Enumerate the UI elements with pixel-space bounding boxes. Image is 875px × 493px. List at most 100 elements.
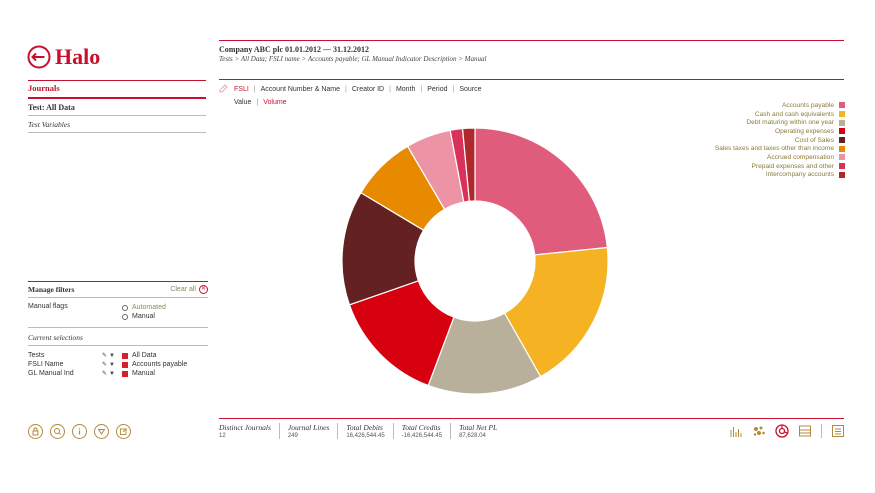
radio-automated[interactable]: Automated — [122, 303, 166, 312]
pie-slice-cash-and-cash-equivalents[interactable] — [503, 246, 609, 378]
tab-period[interactable]: Period — [427, 86, 448, 93]
stat-journal-lines: Journal Lines 249 — [287, 423, 339, 439]
radio-automated-label: Automated — [132, 304, 166, 311]
tab-creator-id[interactable]: Creator ID — [351, 86, 385, 93]
radio-manual[interactable]: Manual — [122, 312, 166, 321]
sidebar-item-test[interactable]: Test: All Data — [28, 99, 206, 116]
clear-all-button[interactable]: Clear all ✕ — [170, 285, 208, 294]
selection-value: Manual — [132, 370, 155, 377]
legend-item[interactable]: Cash and cash equivalents — [715, 110, 845, 119]
manage-filters-panel: Manage filters Clear all ✕ Manual flags … — [28, 281, 208, 378]
tab-separator: | — [420, 86, 423, 93]
stat-distinct-journals: Distinct Journals 12 — [219, 423, 280, 439]
legend-label: Sales taxes and taxes other than income — [714, 145, 834, 153]
selection-color-marker — [122, 361, 128, 368]
list-icon[interactable] — [831, 424, 845, 438]
legend-item[interactable]: Prepaid expenses and other — [715, 162, 845, 171]
legend-item[interactable]: Debt maturing within one year — [715, 118, 845, 127]
pie-slice-accounts-payable[interactable] — [474, 127, 608, 256]
chevron-down-icon[interactable]: ▼ — [109, 370, 115, 377]
bar-chart-icon[interactable] — [729, 424, 743, 438]
stat-value: -16,426,544.45 — [401, 433, 443, 439]
legend-item[interactable]: Accrued compensation — [715, 153, 845, 162]
legend-item[interactable]: Operating expenses — [715, 127, 845, 136]
edit-icon[interactable] — [116, 424, 131, 439]
tab-separator: | — [452, 86, 455, 93]
stat-label: Distinct Journals — [219, 423, 271, 432]
stat-label: Journal Lines — [287, 423, 330, 432]
stat-value: 249 — [287, 433, 298, 439]
scatter-icon[interactable] — [752, 424, 766, 438]
pencil-icon[interactable]: ✎ — [102, 362, 108, 368]
legend-swatch — [839, 119, 845, 126]
lock-icon[interactable] — [28, 424, 43, 439]
stat-total-credits: Total Credits -16,426,544.45 — [401, 423, 452, 439]
tab-volume[interactable]: Volume — [263, 99, 287, 106]
legend-label: Accounts payable — [781, 101, 834, 109]
selection-row: GL Manual Ind ✎ ▼ Manual — [28, 369, 208, 378]
legend-swatch — [839, 171, 845, 178]
filter-icon[interactable] — [94, 424, 109, 439]
selection-label: Tests — [28, 352, 45, 359]
tab-account-number[interactable]: Account Number & Name — [260, 86, 340, 93]
legend-item[interactable]: Intercompany accounts — [715, 171, 845, 180]
edit-icon[interactable] — [219, 84, 229, 95]
tab-separator: | — [256, 99, 259, 106]
pencil-icon[interactable]: ✎ — [102, 353, 108, 359]
selection-label: FSLI Name — [28, 361, 64, 368]
summary-stats: Distinct Journals 12 Journal Lines 249 T… — [219, 418, 844, 439]
info-icon[interactable] — [72, 424, 87, 439]
selection-value: All Data — [132, 352, 157, 359]
dimension-tabs: FSLI | Account Number & Name | Creator I… — [219, 79, 844, 95]
legend-item[interactable]: Cost of Sales — [715, 136, 845, 145]
stat-label: Total Net PL — [459, 423, 498, 432]
selection-row: FSLI Name ✎ ▼ Accounts payable — [28, 360, 208, 369]
tab-fsli[interactable]: FSLI — [234, 86, 249, 93]
legend-label: Operating expenses — [774, 127, 834, 135]
selection-row: Tests ✎ ▼ All Data — [28, 351, 208, 360]
chart-legend: Accounts payable Cash and cash equivalent… — [715, 101, 845, 179]
halo-logo-icon — [27, 45, 51, 69]
pencil-icon[interactable]: ✎ — [102, 371, 108, 377]
stat-value: 12 — [219, 433, 226, 439]
sidebar: Journals Test: All Data Test Variables — [28, 80, 206, 133]
halo-logo: Halo — [27, 44, 100, 70]
tab-month[interactable]: Month — [395, 86, 416, 93]
legend-swatch — [839, 128, 845, 135]
legend-label: Prepaid expenses and other — [751, 162, 834, 170]
sidebar-item-journals[interactable]: Journals — [28, 80, 206, 99]
table-icon[interactable] — [798, 424, 812, 438]
selection-color-marker — [122, 370, 128, 377]
legend-label: Cash and cash equivalents — [754, 110, 834, 118]
toolbar-divider — [821, 424, 822, 438]
close-icon: ✕ — [199, 285, 208, 294]
legend-swatch — [839, 163, 845, 170]
tab-separator: | — [253, 86, 256, 93]
legend-label: Intercompany accounts — [765, 171, 834, 179]
stat-total-debits: Total Debits 16,426,544.45 — [346, 423, 394, 439]
page-title: Company ABC plc 01.01.2012 — 31.12.2012 — [219, 45, 370, 54]
pie-slice-intercompany-accounts[interactable] — [461, 127, 476, 202]
chevron-down-icon[interactable]: ▼ — [109, 361, 115, 368]
radio-icon — [122, 313, 128, 320]
sidebar-item-test-variables[interactable]: Test Variables — [28, 116, 206, 133]
legend-item[interactable]: Accounts payable — [715, 101, 845, 110]
clear-all-label: Clear all — [170, 286, 196, 293]
stat-value: 16,426,544.45 — [346, 433, 385, 439]
breadcrumb: Tests > All Data; FSLI name > Accounts p… — [219, 55, 487, 63]
stat-value: 87,628.04 — [459, 433, 486, 439]
radio-manual-label: Manual — [132, 313, 155, 320]
tab-source[interactable]: Source — [459, 86, 482, 93]
pie-chart-icon[interactable] — [775, 424, 789, 438]
legend-swatch — [839, 102, 845, 109]
legend-item[interactable]: Sales taxes and taxes other than income — [715, 144, 845, 153]
measure-tabs: Value | Volume — [234, 99, 287, 106]
app-name: Halo — [55, 44, 101, 69]
filters-title: Manage filters — [28, 285, 75, 294]
search-icon[interactable] — [50, 424, 65, 439]
chevron-down-icon[interactable]: ▼ — [109, 352, 115, 359]
chart-type-toolbar — [729, 424, 845, 438]
donut-chart — [341, 127, 609, 394]
legend-swatch — [839, 145, 845, 152]
tab-value[interactable]: Value — [234, 99, 252, 106]
